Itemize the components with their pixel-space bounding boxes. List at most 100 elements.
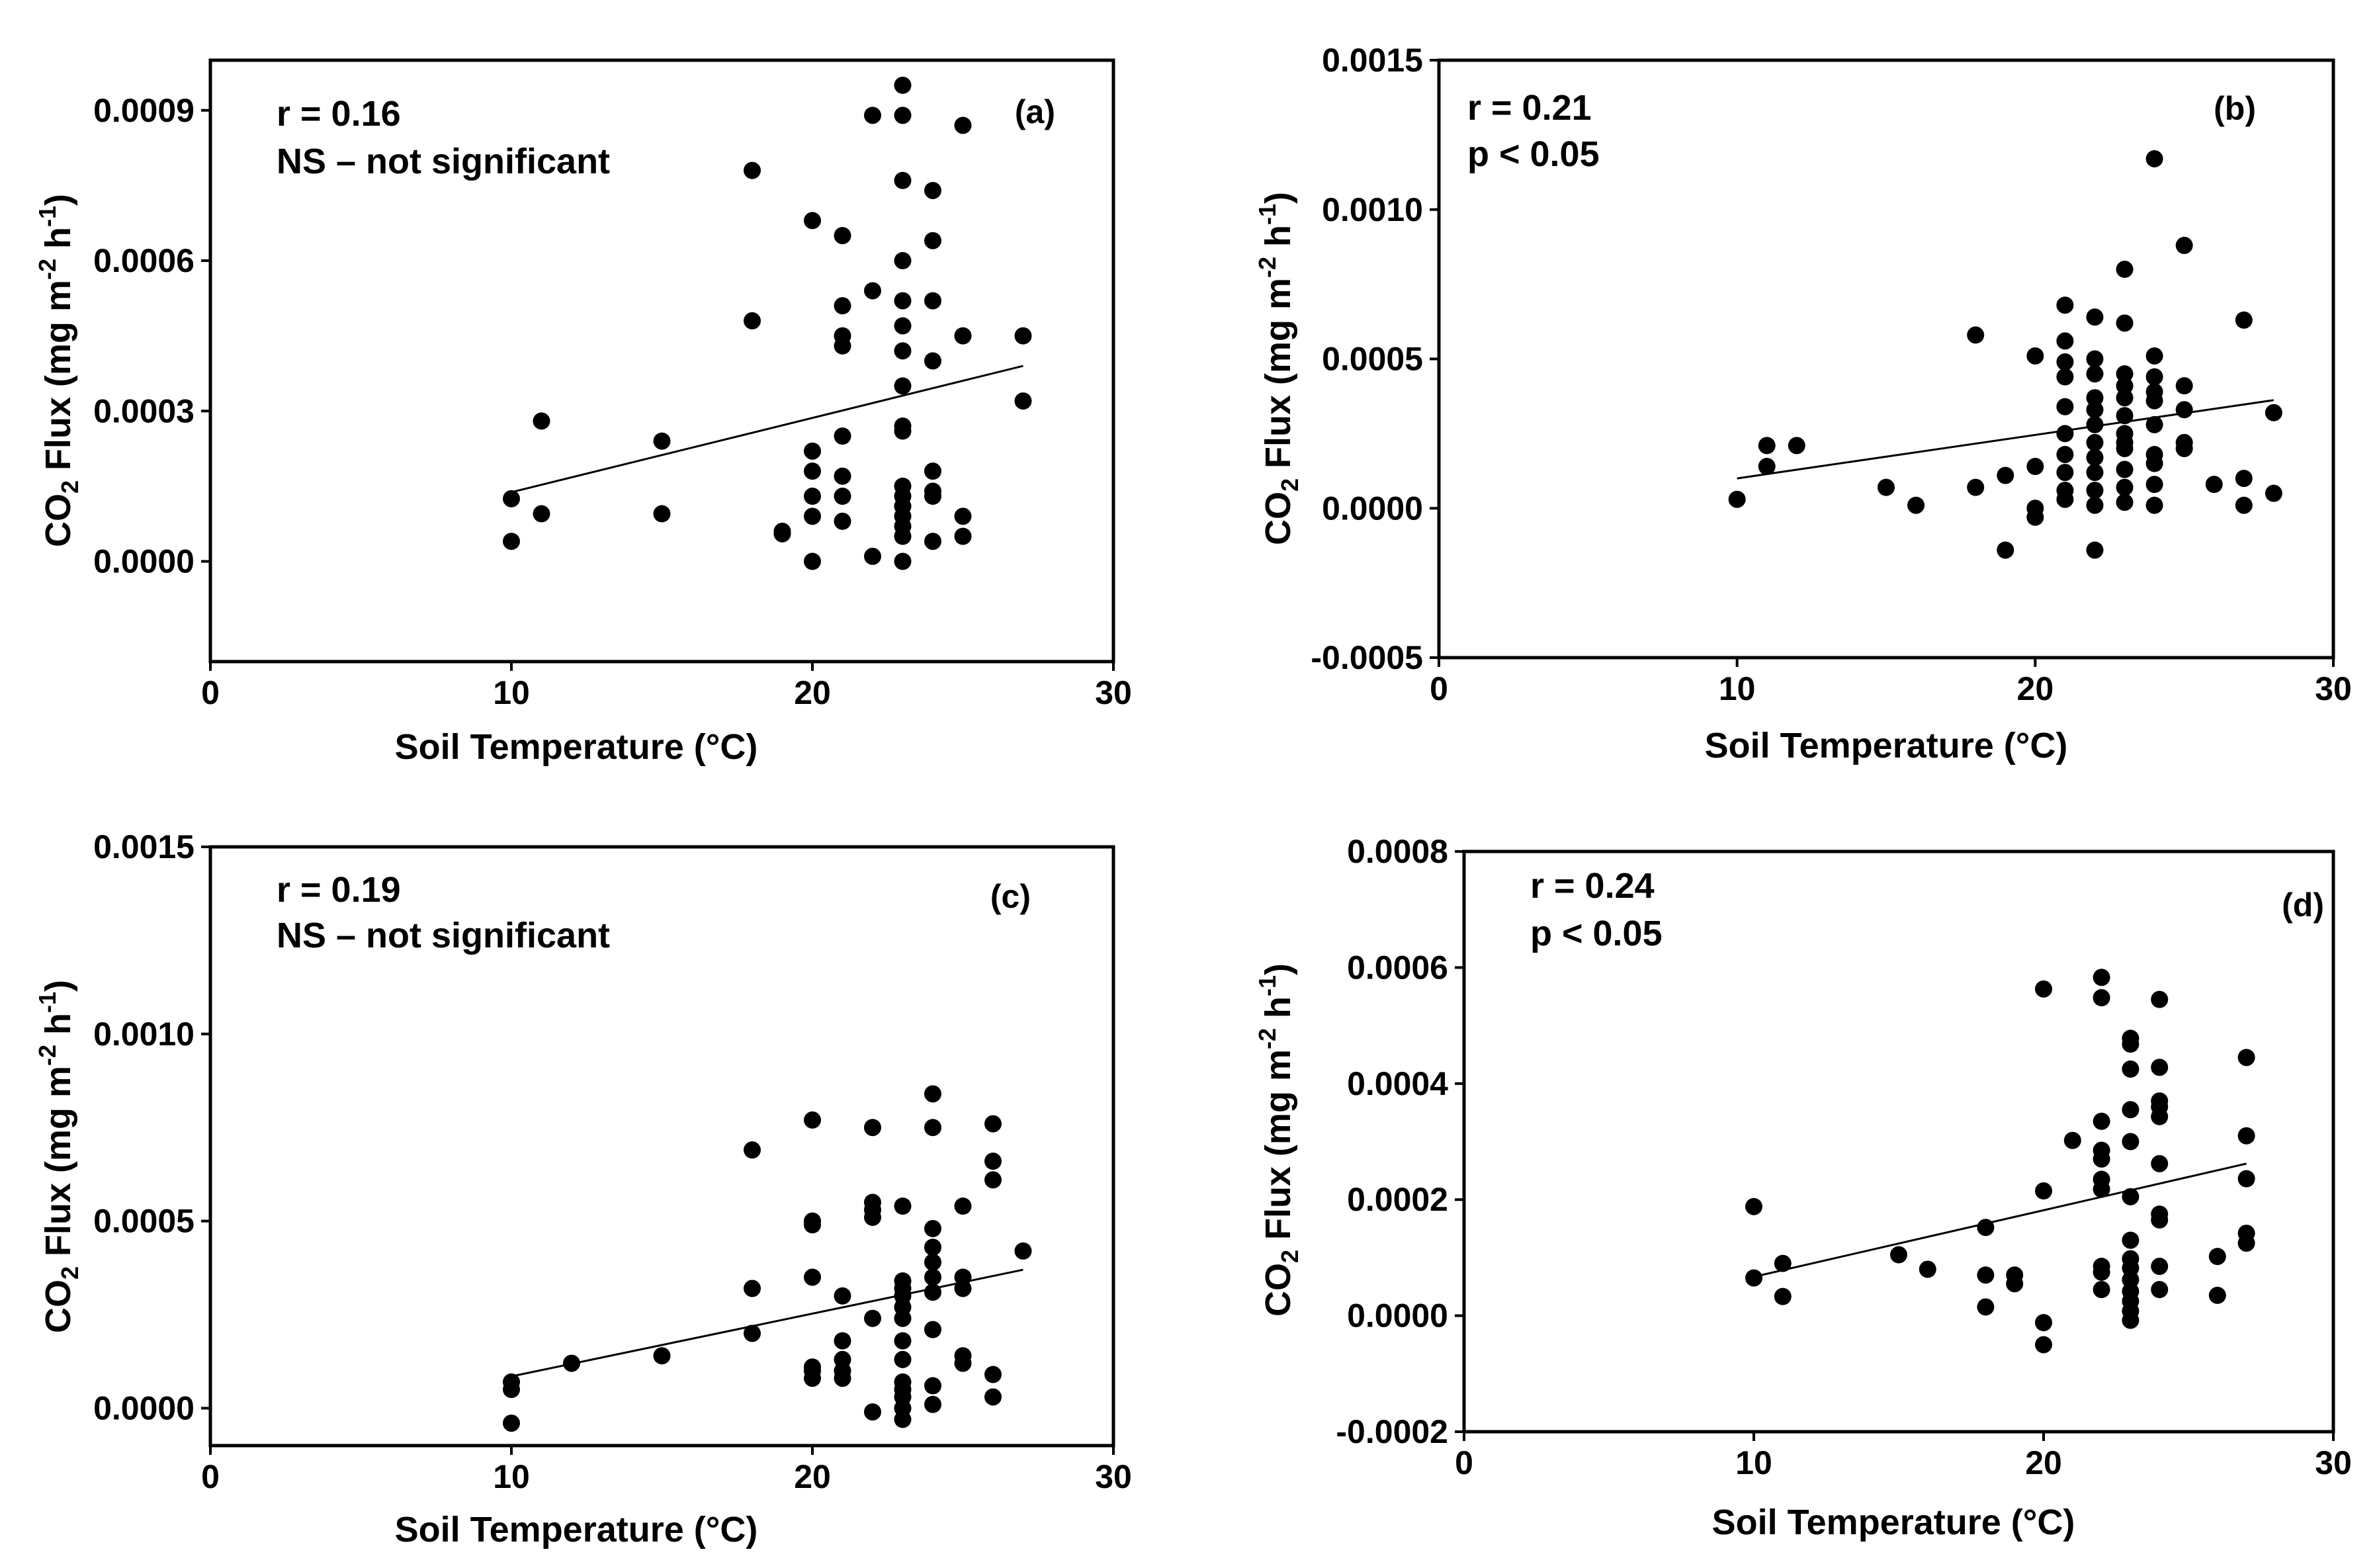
- data-point-a-5: [653, 432, 671, 450]
- y-tick-label-d-2: 0.0002: [1347, 1181, 1448, 1218]
- data-point-a-42: [894, 107, 912, 124]
- data-point-d-7: [1977, 1266, 1995, 1284]
- data-point-b-63: [2205, 476, 2223, 494]
- data-point-c-13: [804, 1212, 821, 1230]
- y-axis-title-part-3: -2: [1254, 257, 1281, 278]
- data-point-c-39: [924, 1395, 941, 1413]
- data-point-d-10: [2006, 1266, 2024, 1284]
- data-point-b-43: [2116, 389, 2134, 407]
- y-axis-title-part-0: CO: [1258, 492, 1298, 545]
- data-point-b-66: [2235, 311, 2253, 329]
- y-tick-label-d-4: 0.0006: [1347, 949, 1448, 986]
- x-axis-title-a: Soil Temperature (°C): [395, 727, 758, 767]
- y-axis-title-part-5: -1: [34, 206, 61, 227]
- y-tick-label-c-3: 0.0015: [93, 828, 195, 865]
- y-tick-label-c-2: 0.0010: [93, 1016, 195, 1053]
- data-point-b-12: [2026, 458, 2044, 476]
- data-point-c-5: [744, 1325, 761, 1342]
- data-point-a-12: [804, 488, 821, 505]
- data-point-a-46: [924, 482, 941, 500]
- data-point-c-44: [924, 1253, 941, 1271]
- y-axis-title-part-5: -1: [1254, 975, 1281, 996]
- data-point-a-33: [894, 477, 912, 495]
- y-axis-title-part-5: -1: [34, 992, 61, 1013]
- y-tick-label-d-3: 0.0004: [1347, 1065, 1448, 1102]
- data-point-d-55: [2237, 1127, 2255, 1145]
- y-axis-title-part-6: ): [38, 194, 78, 206]
- data-point-c-42: [924, 1284, 941, 1301]
- data-point-c-11: [804, 1268, 821, 1286]
- data-point-b-27: [2086, 464, 2104, 482]
- significance-label-b: p < 0.05: [1467, 134, 1600, 174]
- y-tick-label-d-1: 0.0000: [1347, 1297, 1448, 1334]
- data-point-c-7: [744, 1141, 761, 1159]
- data-point-c-24: [864, 1194, 881, 1211]
- data-point-b-67: [2265, 484, 2282, 502]
- data-point-d-35: [2122, 1133, 2140, 1151]
- y-axis-title-d: CO2 Flux (mg m-2 h-1): [1254, 963, 1303, 1317]
- y-tick-label-d-5: 0.0008: [1347, 833, 1448, 870]
- correlation-label-b: r = 0.21: [1467, 88, 1592, 128]
- data-point-c-21: [864, 1309, 881, 1327]
- data-point-b-68: [2265, 404, 2282, 421]
- data-point-b-48: [2145, 496, 2163, 514]
- plot-area-d: 0 10 20 30 -0.0002 0.0000 0.0002 0.0004 0.0006 0.…: [1336, 833, 2351, 1481]
- data-point-a-0: [503, 533, 520, 550]
- data-point-b-29: [2086, 433, 2104, 451]
- x-tick-label-d-3: 30: [2315, 1444, 2352, 1481]
- data-point-b-23: [2056, 296, 2074, 314]
- trend-line-d: [1753, 1162, 2247, 1278]
- data-point-d-13: [2035, 1182, 2052, 1200]
- y-tick-label-a-1: 0.0003: [93, 392, 195, 429]
- x-axis-title-d: Soil Temperature (°C): [1712, 1503, 2075, 1542]
- data-point-c-40: [924, 1377, 941, 1395]
- x-tick-label-d-0: 0: [1455, 1444, 1473, 1481]
- data-point-c-54: [984, 1388, 1002, 1406]
- data-point-c-18: [834, 1332, 851, 1350]
- x-axis-title-c: Soil Temperature (°C): [395, 1510, 758, 1549]
- data-point-b-57: [2145, 150, 2163, 167]
- data-point-d-50: [2208, 1286, 2226, 1304]
- data-point-a-54: [954, 327, 972, 345]
- data-point-d-32: [2122, 1250, 2140, 1268]
- data-point-b-45: [2116, 365, 2134, 383]
- data-point-b-44: [2116, 377, 2134, 395]
- y-axis-title-part-1: 2: [1276, 478, 1303, 492]
- data-point-d-51: [2208, 1248, 2226, 1266]
- y-axis-title-part-3: -2: [1254, 1028, 1281, 1049]
- data-point-d-1: [1745, 1198, 1762, 1215]
- data-point-b-30: [2086, 415, 2104, 433]
- data-point-a-37: [894, 342, 912, 360]
- data-point-d-41: [2151, 1258, 2169, 1276]
- data-point-c-45: [924, 1239, 941, 1256]
- y-axis-title-part-0: CO: [38, 1280, 78, 1333]
- data-point-c-3: [563, 1354, 580, 1372]
- y-tick-label-b-3: 0.0010: [1322, 191, 1423, 228]
- data-point-a-48: [924, 352, 941, 370]
- data-point-c-25: [864, 1119, 881, 1137]
- data-point-b-9: [1997, 466, 2014, 484]
- data-point-c-47: [924, 1119, 941, 1137]
- data-point-d-11: [2035, 1336, 2052, 1354]
- x-tick-label-b-0: 0: [1430, 670, 1448, 707]
- data-point-a-41: [894, 171, 912, 189]
- significance-label-a: NS – not significant: [277, 142, 610, 181]
- data-point-d-20: [2093, 1170, 2110, 1188]
- data-point-c-59: [1014, 1242, 1032, 1260]
- data-point-b-0: [1728, 490, 1746, 508]
- data-point-c-43: [924, 1268, 941, 1286]
- y-tick-label-c-1: 0.0005: [93, 1203, 195, 1240]
- data-point-d-12: [2035, 1314, 2052, 1332]
- data-point-b-35: [2086, 308, 2104, 326]
- data-point-c-50: [954, 1347, 972, 1365]
- data-point-b-33: [2086, 365, 2104, 383]
- data-point-b-21: [2056, 353, 2074, 371]
- plot-frame-c: [208, 845, 1115, 1448]
- y-axis-title-part-1: 2: [56, 1266, 83, 1280]
- data-point-a-35: [894, 417, 912, 435]
- data-point-a-40: [894, 252, 912, 269]
- data-point-a-36: [894, 377, 912, 395]
- data-point-c-6: [744, 1280, 761, 1297]
- y-axis-title-part-5: -1: [1254, 204, 1281, 225]
- data-point-a-13: [804, 462, 821, 480]
